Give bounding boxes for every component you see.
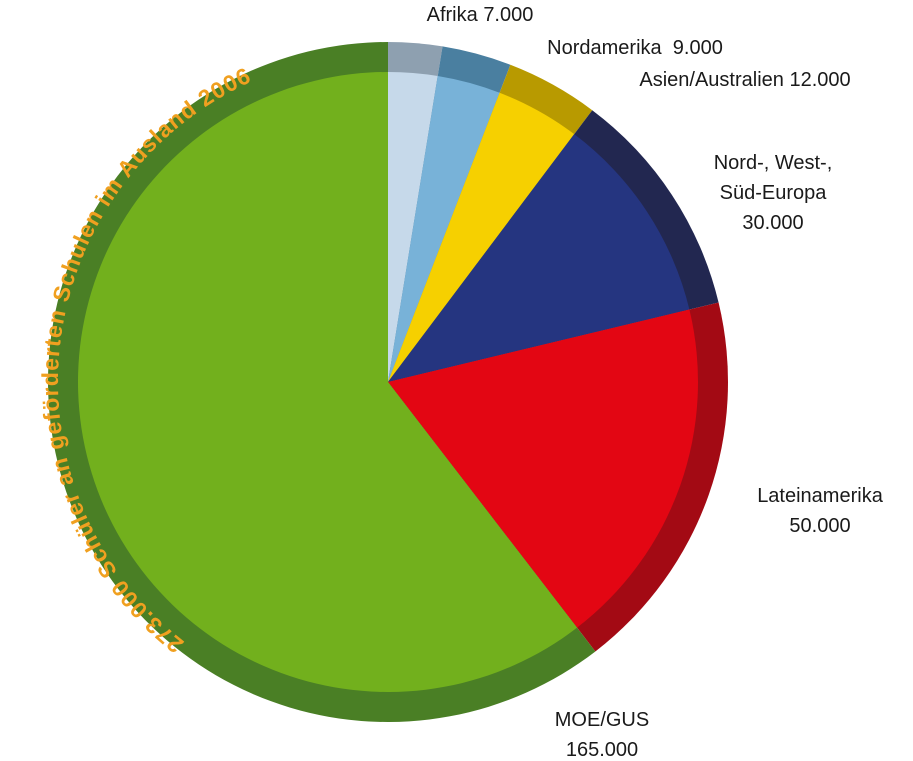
slice <box>388 134 690 382</box>
value-label: 12.000 <box>789 69 851 91</box>
slice-label: Nord-, West-, Süd-Europa 30.000 <box>698 148 848 238</box>
value-label: 50.000 <box>789 515 851 537</box>
slice <box>388 76 500 383</box>
slice-label: Afrika 7.000 <box>405 0 555 30</box>
value-label: 7.000 <box>483 4 534 26</box>
value-label: 9.000 <box>672 37 723 59</box>
category-label: MOE/GUS <box>554 709 650 731</box>
slice-label: Lateinamerika 50.000 <box>720 481 913 541</box>
value-label: 165.000 <box>565 739 639 761</box>
slice-label: Asien/Australien 12.000 <box>580 65 910 95</box>
category-label: Lateinamerika <box>757 485 883 507</box>
slice <box>388 309 698 628</box>
slice <box>388 92 575 383</box>
slice-label: Nordamerika 9.000 <box>505 33 765 63</box>
slice <box>77 72 578 692</box>
slice <box>388 72 438 382</box>
category-label: Nordamerika <box>547 37 662 59</box>
value-label: 30.000 <box>742 212 804 234</box>
category-label: Asien/Australien <box>639 69 784 91</box>
category-label: Nord-, West-, Süd-Europa <box>713 152 833 204</box>
category-label: Afrika <box>426 4 478 26</box>
slice-label: MOE/GUS 165.000 <box>522 705 682 761</box>
